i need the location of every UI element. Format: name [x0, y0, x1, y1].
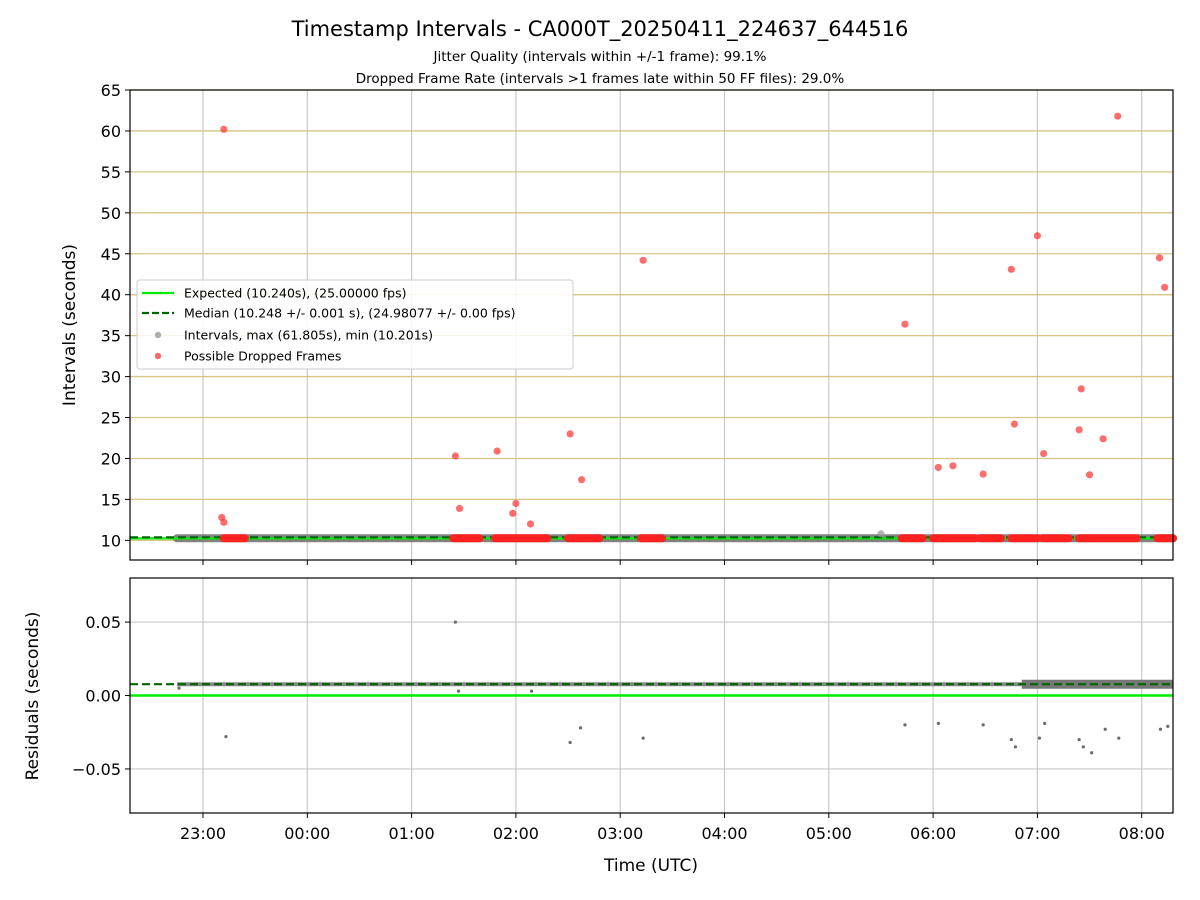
bottom-y-tick-label: 0.05 [85, 613, 121, 632]
x-tick-label: 03:00 [597, 824, 643, 843]
top-y-tick-label: 35 [101, 327, 121, 346]
dropped-frame-point [578, 476, 586, 484]
dropped-frame-point [1033, 232, 1042, 240]
top-y-tick-label: 20 [101, 449, 121, 468]
dropped-frame-point [455, 504, 464, 513]
x-tick-label: 01:00 [389, 824, 435, 843]
top-y-axis-label: Intervals (seconds) [60, 244, 80, 406]
top-x-ticks [202, 560, 1143, 565]
top-y-tick-label: 60 [101, 122, 121, 141]
legend-intervals-label: Intervals, max (61.805s), min (10.201s) [184, 328, 433, 343]
x-tick-label: 08:00 [1119, 824, 1165, 843]
bottom-plot-data [130, 620, 1173, 755]
dropped-frame-point [220, 125, 228, 133]
dropped-frame-point [1010, 420, 1019, 428]
dropped-frame-point [1075, 426, 1083, 434]
interval-point [877, 530, 885, 538]
legend: Expected (10.240s), (25.00000 fps) Media… [136, 279, 574, 370]
x-tick-label: 23:00 [180, 824, 226, 843]
residual-point [578, 726, 583, 730]
chart-subtitle-jitter: Jitter Quality (intervals within +/-1 fr… [433, 49, 767, 65]
bottom-x-ticks: 23:00 00:00 01:00 02:00 03:00 04:00 05:00 06:00… [180, 813, 1165, 843]
residual-point [1081, 745, 1085, 749]
residual-point [456, 689, 461, 693]
chart-subtitle-dropped: Dropped Frame Rate (intervals >1 frames … [356, 71, 845, 87]
bottom-y-ticks: 0.05 0.00 −0.05 [72, 613, 130, 779]
legend-dropped-label: Possible Dropped Frames [184, 349, 341, 364]
residual-point [1009, 737, 1013, 742]
dropped-frame-point [526, 520, 535, 528]
residual-point [1103, 727, 1107, 731]
bottom-y-tick-label: −0.05 [72, 760, 121, 779]
bottom-y-tick-label: 0.00 [85, 687, 121, 706]
top-y-tick-label: 40 [101, 286, 121, 305]
dropped-frame-point [220, 518, 228, 526]
x-tick-label: 00:00 [284, 824, 330, 843]
dropped-frame-point [1155, 254, 1164, 262]
top-y-tick-label: 30 [101, 368, 121, 387]
top-plot-area [129, 89, 1174, 561]
legend-expected-label: Expected (10.240s), (25.00000 fps) [184, 286, 406, 301]
residual-point [1013, 745, 1018, 749]
dropped-frame-point [1114, 112, 1122, 120]
residual-point [529, 689, 534, 693]
top-y-tick-label: 50 [101, 204, 121, 223]
bottom-y-axis-label: Residuals (seconds) [23, 612, 43, 781]
residual-point [1158, 727, 1163, 731]
residual-point [1037, 736, 1042, 740]
top-y-tick-label: 15 [101, 490, 121, 509]
dropped-frame-point [1007, 265, 1015, 273]
top-plot-data [130, 112, 1177, 543]
residual-point [936, 721, 940, 726]
residual-point [568, 740, 572, 745]
dropped-frame-point [1077, 385, 1085, 393]
residual-point [1077, 737, 1081, 742]
residual-point [903, 723, 907, 727]
dropped-frame-point [1040, 449, 1048, 458]
dropped-frame-point [639, 256, 647, 264]
dropped-frame-point [509, 509, 517, 517]
legend-median-label: Median (10.248 +/- 0.001 s), (24.98077 +… [184, 306, 515, 321]
top-y-tick-label: 55 [101, 163, 121, 182]
dropped-frame-point [934, 463, 942, 472]
x-tick-label: 07:00 [1014, 824, 1060, 843]
dropped-frame-point [1161, 283, 1169, 291]
residual-point [1117, 736, 1121, 740]
top-y-tick-label: 25 [101, 409, 121, 428]
dropped-frame-point [901, 320, 909, 328]
residual-point [1043, 721, 1047, 726]
top-y-tick-label: 10 [101, 531, 121, 550]
top-y-tick-label: 65 [101, 81, 121, 100]
x-tick-label: 02:00 [493, 824, 539, 843]
x-tick-label: 05:00 [806, 824, 852, 843]
residual-point [1166, 724, 1170, 728]
dropped-frame-point [1085, 471, 1094, 479]
residual-point [177, 686, 181, 690]
dropped-frame-point [512, 499, 520, 508]
dropped-frame-point [493, 447, 501, 455]
residual-point [453, 620, 458, 624]
chart-title: Timestamp Intervals - CA000T_20250411_22… [291, 17, 909, 42]
dropped-frame-point [979, 470, 987, 478]
residual-point [1090, 751, 1094, 755]
dropped-frame-point [451, 452, 460, 460]
legend-intervals-marker [154, 331, 162, 339]
dropped-frame-point [1099, 435, 1107, 443]
residual-point [641, 736, 645, 740]
legend-dropped-marker [154, 352, 162, 360]
x-axis-label: Time (UTC) [603, 856, 698, 876]
legend-box [136, 279, 574, 370]
dropped-frame-point [949, 462, 957, 470]
x-tick-label: 06:00 [910, 824, 956, 843]
top-y-ticks: 10 15 20 25 30 35 40 45 50 55 60 65 [101, 81, 130, 550]
top-y-tick-label: 45 [101, 245, 121, 264]
x-tick-label: 04:00 [701, 824, 747, 843]
residual-point [981, 723, 985, 727]
residual-point [224, 735, 228, 739]
dropped-frame-point [566, 430, 574, 438]
